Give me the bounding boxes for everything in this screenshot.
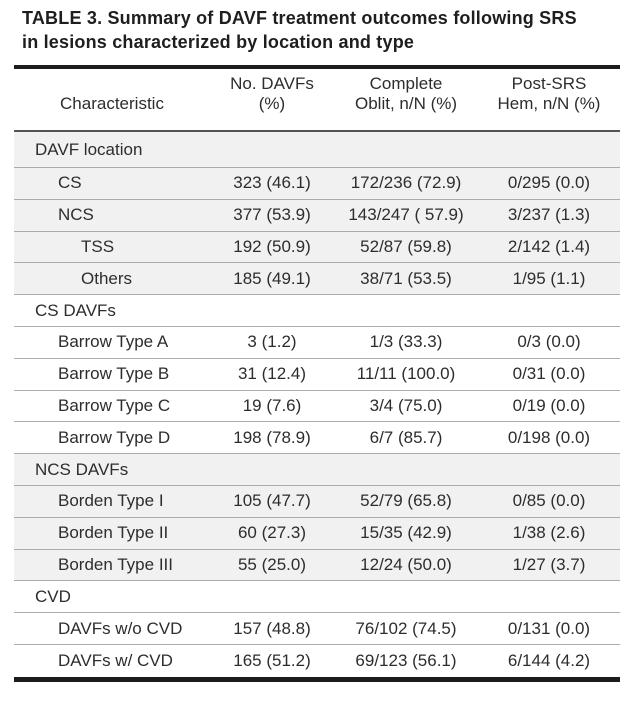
cell-post-srs-hem: 1/27 (3.7): [478, 550, 620, 582]
cell-complete-oblit: 15/35 (42.9): [334, 518, 478, 550]
cell-post-srs-hem: 1/95 (1.1): [478, 263, 620, 296]
cell-post-srs-hem: 0/198 (0.0): [478, 422, 620, 455]
cell-no-davfs: 165 (51.2): [233, 650, 311, 670]
cell-post-srs-hem: 3/237 (1.3): [478, 200, 620, 232]
cell-complete-oblit: 52/79 (65.8): [334, 486, 478, 518]
row-label: Borden Type I: [14, 486, 210, 518]
table-title: TABLE 3. Summary of DAVF treatment outco…: [22, 8, 577, 52]
column-header-characteristic: Characteristic: [14, 69, 210, 132]
section-row-cs-davfs: CS DAVFs: [14, 295, 620, 327]
section-label: CS DAVFs: [14, 295, 620, 327]
table-row-tss: TSS 192 (50.9) 52/87 (59.8) 2/142 (1.4): [14, 231, 620, 264]
cell-post-srs-hem: 0/31 (0.0): [478, 359, 620, 391]
cell-post-srs-hem: 1/38 (2.6): [478, 518, 620, 550]
cell-complete-oblit: 11/11 (100.0): [334, 359, 478, 391]
table-row-borden-type-i: Borden Type I 105 (47.7) 52/79 (65.8) 0/…: [14, 485, 620, 518]
row-label: Barrow Type A: [14, 327, 210, 359]
cell-complete-oblit: 1/3 (33.3): [334, 327, 478, 359]
cell-complete-oblit: 76/102 (74.5): [334, 613, 478, 645]
cell-complete-oblit: 52/87 (59.8): [334, 232, 478, 264]
cell-complete-oblit: 38/71 (53.5): [334, 263, 478, 296]
section-row-ncs-davfs: NCS DAVFs: [14, 454, 620, 486]
table-row-barrow-type-d: Barrow Type D 198 (78.9) 6/7 (85.7) 0/19…: [14, 422, 620, 455]
cell-complete-oblit: 6/7 (85.7): [334, 422, 478, 455]
row-label: Borden Type III: [14, 550, 210, 582]
cell-complete-oblit: 69/123 (56.1): [355, 650, 457, 670]
table-row-cs: CS 323 (46.1) 172/236 (72.9) 0/295 (0.0): [14, 168, 620, 200]
row-label: Borden Type II: [14, 518, 210, 550]
table-row-borden-type-ii: Borden Type II 60 (27.3) 15/35 (42.9) 1/…: [14, 517, 620, 550]
table-row-others: Others 185 (49.1) 38/71 (53.5) 1/95 (1.1…: [14, 263, 620, 296]
table-row-barrow-type-a: Barrow Type A 3 (1.2) 1/3 (33.3) 0/3 (0.…: [14, 327, 620, 359]
cell-no-davfs: 31 (12.4): [210, 359, 334, 391]
cell-no-davfs: 192 (50.9): [210, 232, 334, 264]
cell-post-srs-hem: 0/3 (0.0): [478, 327, 620, 359]
cell-no-davfs: 55 (25.0): [210, 550, 334, 582]
row-label: Barrow Type D: [14, 422, 210, 455]
cell-complete-oblit: 172/236 (72.9): [334, 168, 478, 200]
section-row-davf-location: DAVF location: [14, 132, 620, 168]
section-row-cvd: CVD: [14, 581, 620, 614]
row-label: CS: [14, 168, 210, 200]
cell-no-davfs: 323 (46.1): [210, 168, 334, 200]
cell-post-srs-hem: 0/85 (0.0): [478, 486, 620, 518]
table-header: Characteristic No. DAVFs (%) Complete Ob…: [14, 69, 620, 132]
row-label: Barrow Type B: [14, 359, 210, 391]
column-header-complete-oblit: Complete Oblit, n/N (%): [334, 69, 478, 132]
table-body: DAVF location CS 323 (46.1) 172/236 (72.…: [14, 132, 620, 677]
cell-no-davfs: 19 (7.6): [210, 391, 334, 423]
column-header-post-srs-hem: Post-SRS Hem, n/N (%): [478, 69, 620, 132]
row-label: DAVFs w/o CVD: [14, 613, 210, 645]
cell-complete-oblit: 3/4 (75.0): [334, 391, 478, 423]
cell-no-davfs: 60 (27.3): [210, 518, 334, 550]
row-label: Others: [14, 263, 210, 296]
cell-post-srs-hem: 2/142 (1.4): [478, 232, 620, 264]
header-row: Characteristic No. DAVFs (%) Complete Ob…: [14, 69, 620, 132]
cell-no-davfs: 198 (78.9): [210, 422, 334, 455]
cell-complete-oblit: 143/247 ( 57.9): [334, 200, 478, 232]
cell-no-davfs: 157 (48.8): [210, 613, 334, 645]
section-label: CVD: [14, 581, 620, 614]
cell-no-davfs: 105 (47.7): [210, 486, 334, 518]
cell-post-srs-hem: 6/144 (4.2): [507, 650, 591, 670]
section-label: DAVF location: [14, 132, 620, 168]
cell-post-srs-hem: 0/131 (0.0): [478, 613, 620, 645]
cell-post-srs-hem: 0/19 (0.0): [478, 391, 620, 423]
table-row-borden-type-iii: Borden Type III 55 (25.0) 12/24 (50.0) 1…: [14, 549, 620, 582]
table-row-davfs-w-cvd: DAVFs w/ CVD 165 (51.2) 69/123 (56.1) 6/…: [14, 645, 620, 677]
cell-no-davfs: 3 (1.2): [210, 327, 334, 359]
column-header-no-davfs: No. DAVFs (%): [210, 69, 334, 132]
cell-no-davfs: 377 (53.9): [210, 200, 334, 232]
row-label: NCS: [14, 200, 210, 232]
table-row-davfs-wo-cvd: DAVFs w/o CVD 157 (48.8) 76/102 (74.5) 0…: [14, 613, 620, 645]
section-label: NCS DAVFs: [14, 454, 620, 486]
table-row-barrow-type-b: Barrow Type B 31 (12.4) 11/11 (100.0) 0/…: [14, 359, 620, 391]
table-row-barrow-type-c: Barrow Type C 19 (7.6) 3/4 (75.0) 0/19 (…: [14, 391, 620, 423]
row-label: Barrow Type C: [14, 391, 210, 423]
table-row-ncs: NCS 377 (53.9) 143/247 ( 57.9) 3/237 (1.…: [14, 199, 620, 232]
row-label: DAVFs w/ CVD: [58, 650, 173, 670]
outcomes-table: Characteristic No. DAVFs (%) Complete Ob…: [14, 65, 620, 682]
row-label: TSS: [14, 232, 210, 264]
cell-post-srs-hem: 0/295 (0.0): [478, 168, 620, 200]
cell-complete-oblit: 12/24 (50.0): [334, 550, 478, 582]
cell-no-davfs: 185 (49.1): [210, 263, 334, 296]
